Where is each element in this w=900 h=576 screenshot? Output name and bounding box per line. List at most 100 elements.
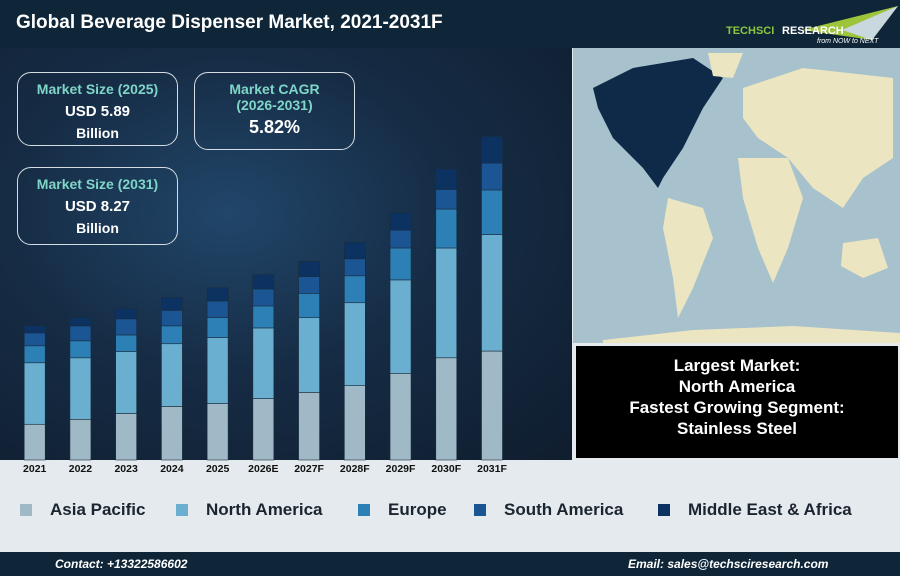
- bar-segment-south-america-2023: [115, 318, 137, 336]
- chart-panel: Market Size (2025) USD 5.89 Billion Mark…: [0, 48, 572, 461]
- kpi-market-cagr: Market CAGR (2026-2031) 5.82%: [194, 72, 355, 150]
- bar-segment-south-america-2026E: [252, 288, 275, 307]
- svg-text:RESEARCH: RESEARCH: [782, 25, 844, 37]
- bar-segment-asia-pacific-2026E: [252, 398, 275, 461]
- world-map: [573, 48, 900, 343]
- legend-swatch: [20, 504, 32, 516]
- svg-text:from NOW to NEXT: from NOW to NEXT: [817, 38, 879, 44]
- africa: [738, 158, 803, 283]
- bar-segment-north-america-2023: [115, 351, 137, 414]
- stacked-bar-chart: 2021 2022 2023 2024 2025 2026E 2027F 2028F 2029F…: [0, 136, 572, 480]
- kpi-title: Market Size (2025): [36, 81, 159, 97]
- bar-segment-north-america-2030F: [435, 247, 458, 359]
- legend-item: Middle East & Africa: [658, 500, 852, 520]
- legend-swatch: [176, 504, 188, 516]
- legend-swatch: [358, 504, 370, 516]
- footer: Contact: +13322586602 Email: sales@techs…: [0, 552, 900, 576]
- bar-segment-middle-east-africa-2029F: [389, 212, 412, 231]
- x-tick-label: 2031F: [477, 463, 507, 475]
- bar-segment-asia-pacific-2027F: [298, 392, 320, 461]
- south-america: [663, 198, 713, 318]
- bar-segment-middle-east-africa-2025: [206, 287, 229, 302]
- legend-label: Asia Pacific: [50, 500, 146, 519]
- bar-segment-south-america-2024: [161, 310, 183, 327]
- largest-market-label: Largest Market:: [673, 356, 801, 375]
- bar-segment-europe-2023: [115, 334, 137, 352]
- kpi-title: Market CAGR (2026-2031): [229, 81, 320, 113]
- largest-market-value: North America: [678, 377, 796, 396]
- bar-segment-middle-east-africa-2023: [115, 308, 137, 320]
- header: Global Beverage Dispenser Market, 2021-2…: [0, 0, 900, 48]
- bar-segment-middle-east-africa-2021: [23, 325, 46, 334]
- bar-segment-middle-east-africa-2030F: [435, 168, 458, 190]
- kpi-market-size-2031: Market Size (2031) USD 8.27 Billion: [17, 167, 178, 245]
- x-tick-label: 2023: [114, 463, 138, 475]
- bar-segment-asia-pacific-2025: [206, 403, 229, 461]
- bar-segment-europe-2029F: [389, 247, 412, 281]
- legend-label: North America: [206, 500, 323, 519]
- legend-label: Middle East & Africa: [688, 500, 852, 519]
- kpi-unit: Billion: [76, 220, 119, 236]
- bar-segment-europe-2028F: [344, 275, 366, 304]
- bar-segment-middle-east-africa-2022: [69, 317, 92, 327]
- north-america: [593, 58, 723, 188]
- bar-segment-south-america-2031F: [481, 162, 503, 191]
- x-axis-band: [0, 460, 572, 480]
- bar-segment-europe-2025: [206, 317, 229, 338]
- legend-label: Europe: [388, 500, 447, 519]
- bar-segment-south-america-2027F: [298, 276, 320, 294]
- bar-segment-middle-east-africa-2028F: [344, 242, 366, 260]
- contact-email: Email: sales@techsciresearch.com: [628, 557, 829, 571]
- x-tick-label: 2024: [160, 463, 184, 475]
- bar-segment-middle-east-africa-2031F: [481, 136, 503, 164]
- bar-segment-south-america-2030F: [435, 189, 458, 210]
- legend-swatch: [474, 504, 486, 516]
- bar-segment-north-america-2029F: [389, 279, 412, 374]
- kpi-market-size-2025: Market Size (2025) USD 5.89 Billion: [17, 72, 178, 146]
- bar-segment-asia-pacific-2021: [23, 423, 46, 461]
- bar-segment-south-america-2028F: [344, 258, 366, 277]
- kpi-title: Market Size (2031): [36, 176, 159, 192]
- bar-segment-south-america-2022: [69, 325, 92, 342]
- x-tick-label: 2029F: [386, 463, 416, 475]
- legend: Asia Pacific North America Europe South Ame…: [0, 500, 900, 524]
- fastest-segment-label: Fastest Growing Segment:: [629, 398, 845, 417]
- x-tick-label: 2030F: [431, 463, 461, 475]
- bar-segment-north-america-2024: [161, 343, 183, 407]
- bar-segment-europe-2022: [69, 340, 92, 359]
- kpi-value: 5.82%: [248, 117, 301, 137]
- page-title: Global Beverage Dispenser Market, 2021-2…: [16, 12, 443, 33]
- bar-segment-south-america-2025: [206, 300, 229, 318]
- bar-segment-north-america-2031F: [481, 234, 503, 352]
- australia: [841, 238, 888, 278]
- legend-item: South America: [474, 500, 623, 520]
- x-tick-label: 2021: [23, 463, 47, 475]
- bar-segment-asia-pacific-2029F: [389, 373, 412, 461]
- bar-segment-europe-2026E: [252, 305, 275, 329]
- bar-segment-north-america-2028F: [344, 302, 366, 386]
- x-tick-label: 2022: [69, 463, 93, 475]
- bar-segment-south-america-2021: [23, 332, 46, 347]
- legend-item: Asia Pacific: [20, 500, 145, 520]
- legend-label: South America: [504, 500, 624, 519]
- bar-segment-north-america-2021: [23, 362, 46, 425]
- legend-item: North America: [176, 500, 323, 520]
- bar-segment-middle-east-africa-2026E: [252, 274, 275, 290]
- bar-segment-asia-pacific-2024: [161, 406, 183, 461]
- antarctica: [603, 326, 900, 343]
- bar-segment-middle-east-africa-2024: [161, 297, 183, 311]
- bar-segment-south-america-2029F: [389, 229, 412, 249]
- svg-text:TECHSCI: TECHSCI: [726, 25, 774, 37]
- bar-segment-asia-pacific-2023: [115, 413, 137, 461]
- fastest-segment-value: Stainless Steel: [676, 419, 797, 438]
- kpi-value: USD 8.27: [64, 198, 131, 215]
- highlights-box: Largest Market: North America Fastest Gr…: [576, 346, 898, 458]
- x-tick-label: 2025: [206, 463, 230, 475]
- bar-segment-asia-pacific-2022: [69, 418, 92, 461]
- bar-segment-north-america-2027F: [298, 317, 320, 393]
- legend-swatch: [658, 504, 670, 516]
- bar-segment-europe-2021: [23, 345, 46, 364]
- x-tick-label: 2028F: [340, 463, 370, 475]
- bar-segment-middle-east-africa-2027F: [298, 261, 320, 277]
- bar-segment-europe-2030F: [435, 208, 458, 249]
